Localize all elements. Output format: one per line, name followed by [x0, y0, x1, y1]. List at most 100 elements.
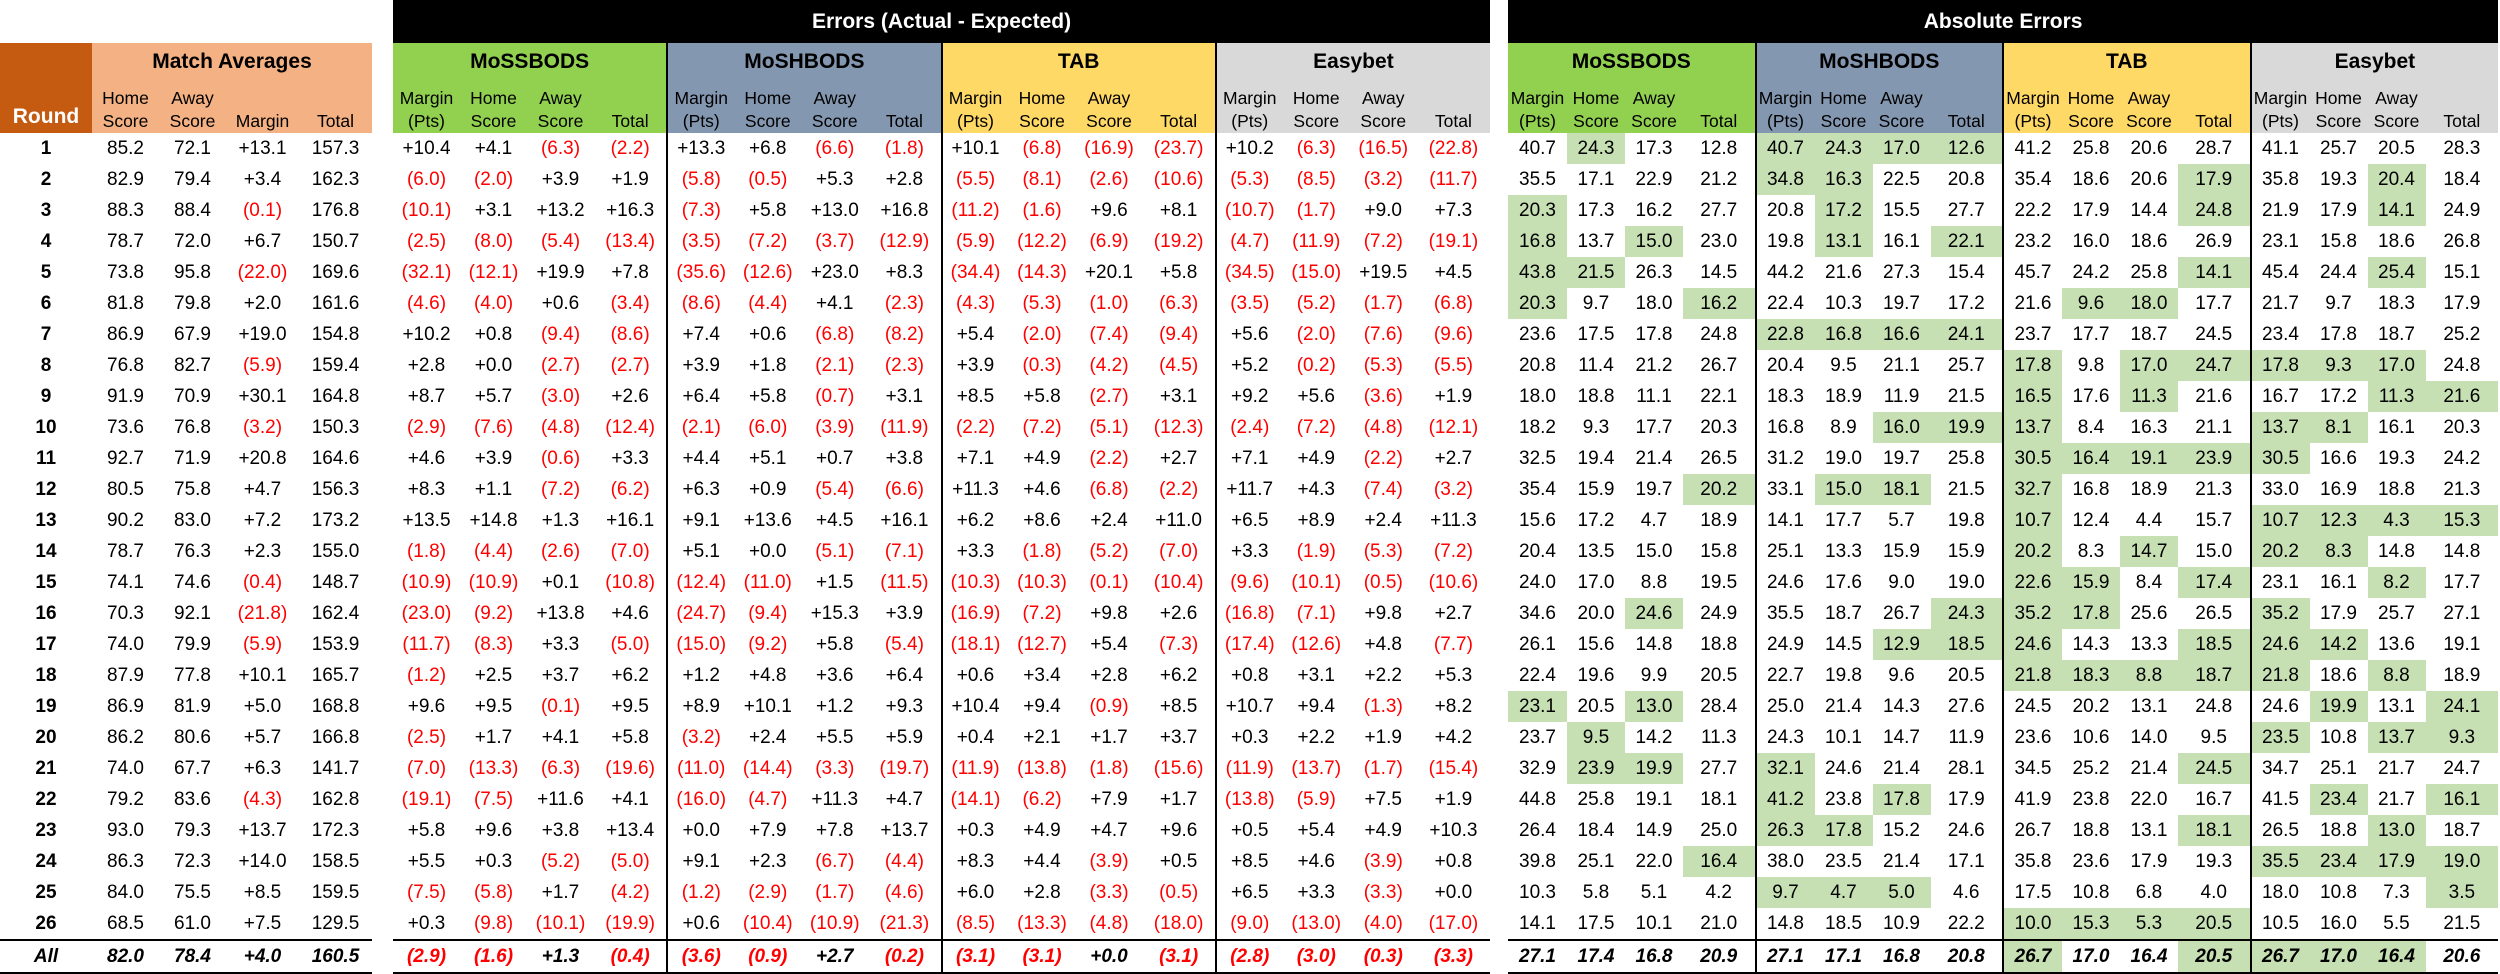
table-row: +10.2 +0.8 (9.4) (8.6) +7.4 +0.6 (6.8) (8.2) +5.…: [393, 319, 1490, 350]
error-cell: +5.4: [940, 319, 1009, 350]
error-cell: +4.4: [666, 443, 735, 474]
error-cell: +3.8: [885, 447, 924, 469]
error-cell: (23.7): [1153, 137, 1204, 159]
table-row: (19.1) (7.5) +11.6 +4.1 (16.0) (4.7) +11.3 +4.7…: [393, 784, 1490, 815]
match-avg-cell: +2.3: [243, 540, 282, 562]
error-cell: +4.8: [1364, 633, 1402, 655]
abs-error-cell: 5.1: [1640, 881, 1668, 903]
error-cell: +3.1: [474, 199, 513, 221]
error-cell: (3.1): [1142, 939, 1216, 974]
table-row: 10 73.6 76.8 (3.2) 150.3: [0, 412, 372, 443]
error-cell: (10.6): [1153, 168, 1204, 190]
abs-error-cell: 13.0: [1625, 691, 1683, 722]
error-cell: (10.4): [742, 912, 793, 934]
abs-error-cell: 5.0: [1872, 877, 1931, 908]
error-cell: +23.0: [810, 261, 859, 283]
error-cell: (5.5): [940, 164, 1009, 195]
round-label: 10: [35, 416, 57, 438]
abs-error-cell: 24.9: [1700, 602, 1738, 624]
abs-error-cell: 41.2: [2002, 133, 2062, 164]
error-cell: (18.0): [1153, 912, 1204, 934]
error-cell: (2.0): [1022, 323, 1062, 345]
error-col-header: Away Score: [1075, 81, 1143, 133]
error-cell: +0.7: [815, 447, 854, 469]
model-header-mossbods: MoSSBODS: [1508, 43, 1756, 81]
abs-error-cell: 14.1: [2178, 257, 2251, 288]
abs-error-cell: 5.3: [2120, 908, 2178, 940]
error-cell: (19.9): [605, 912, 655, 934]
match-avg-cell: 76.3: [174, 540, 211, 562]
abs-error-cell: 23.0: [1700, 230, 1738, 252]
abs-error-cell: 30.5: [2002, 443, 2062, 474]
abs-error-cell: 21.4: [2130, 757, 2168, 779]
error-cell: +19.5: [1359, 261, 1408, 283]
abs-error-cell: 25.1: [2320, 757, 2357, 779]
error-cell: +4.1: [541, 726, 580, 748]
abs-error-cell: 26.3: [1754, 815, 1815, 846]
abs-error-cell: 30.5: [2249, 443, 2310, 474]
error-cell: (11.5): [880, 571, 929, 593]
error-cell: (11.0): [666, 753, 735, 784]
error-cell: (2.1): [666, 412, 735, 443]
abs-error-cell: 19.3: [2195, 850, 2233, 872]
abs-error-cell: 9.5: [2200, 726, 2227, 748]
error-cell: +11.3: [1430, 509, 1477, 531]
error-cell: +6.5: [1214, 877, 1283, 908]
match-avg-cell: 78.7: [107, 540, 144, 562]
abs-error-cell: 20.5: [2178, 939, 2251, 974]
abs-error-cell: 17.0: [2120, 350, 2178, 381]
abs-error-cell: 25.8: [1947, 447, 1985, 469]
abs-error-cell: 20.6: [2425, 939, 2499, 974]
error-cell: +1.8: [748, 354, 787, 376]
abs-error-cell: 27.3: [1883, 261, 1920, 283]
abs-error-cell: 26.4: [1519, 819, 1556, 841]
abs-error-cell: 9.6: [2062, 288, 2120, 319]
error-cell: (4.0): [1363, 912, 1403, 934]
abs-error-cell: 18.7: [1825, 602, 1862, 624]
error-cell: (8.3): [473, 633, 514, 655]
abs-error-cell: 22.7: [1754, 660, 1815, 691]
error-cell: +8.1: [1159, 199, 1198, 221]
abs-error-cell: 26.5: [2195, 602, 2233, 624]
abs-error-cell: 21.2: [1700, 168, 1738, 190]
abs-error-cell: 21.4: [1635, 447, 1673, 469]
abs-error-cell: 21.0: [1700, 912, 1738, 934]
abs-error-cell: 19.1: [2120, 443, 2178, 474]
abs-error-cell: 9.3: [2425, 722, 2499, 753]
abs-error-cell: 17.1: [1947, 850, 1985, 872]
table-row: (2.5) (8.0) (5.4) (13.4) (3.5) (7.2) (3.7) (12.…: [393, 226, 1490, 257]
abs-error-cell: 23.4: [2309, 846, 2368, 877]
error-cell: +2.8: [1090, 664, 1128, 686]
abs-error-cell: 5.7: [1888, 509, 1915, 531]
error-cell: (6.3): [540, 137, 581, 159]
error-col-header: Home Score: [1008, 81, 1076, 133]
abs-error-cell: 20.6: [2130, 137, 2168, 159]
error-cell: +1.1: [474, 478, 513, 500]
error-cell: (0.1): [1089, 571, 1129, 593]
abs-error-cell: 9.3: [2309, 350, 2368, 381]
abs-error-cell: 20.5: [2378, 137, 2415, 159]
abs-error-cell: 24.6: [2249, 629, 2310, 660]
abs-error-cell: 18.8: [2320, 819, 2357, 841]
abs-error-cell: 16.8: [1625, 939, 1683, 974]
abs-error-cell: 19.0: [1825, 447, 1862, 469]
abs-error-cell: 21.1: [1883, 354, 1920, 376]
abs-error-cell: 18.9: [1700, 509, 1738, 531]
abs-error-cell: 32.1: [1754, 753, 1815, 784]
abs-error-cell: 35.5: [1519, 168, 1556, 190]
error-cell: +5.8: [1159, 261, 1198, 283]
abs-error-cell: 27.6: [1947, 695, 1985, 717]
match-avg-cell: 83.0: [174, 509, 211, 531]
abs-error-cell: 33.1: [1754, 474, 1815, 505]
error-cell: (3.1): [1008, 939, 1076, 974]
abs-error-cell: 20.5: [2178, 908, 2251, 940]
abs-error-cell: 26.7: [2002, 815, 2062, 846]
abs-error-cell: 10.8: [2072, 881, 2110, 903]
error-cell: +1.9: [611, 168, 649, 190]
error-cell: (1.7): [1363, 757, 1403, 779]
match-avg-cell: 79.4: [174, 168, 211, 190]
error-cell: +5.4: [1297, 819, 1335, 841]
error-cell: +10.1: [743, 695, 792, 717]
abs-error-cell: 18.3: [2378, 292, 2415, 314]
table-row: 18.0 18.8 11.1 22.1 18.3 18.9 11.9 21.5 16.5 17.6…: [1508, 381, 2499, 412]
